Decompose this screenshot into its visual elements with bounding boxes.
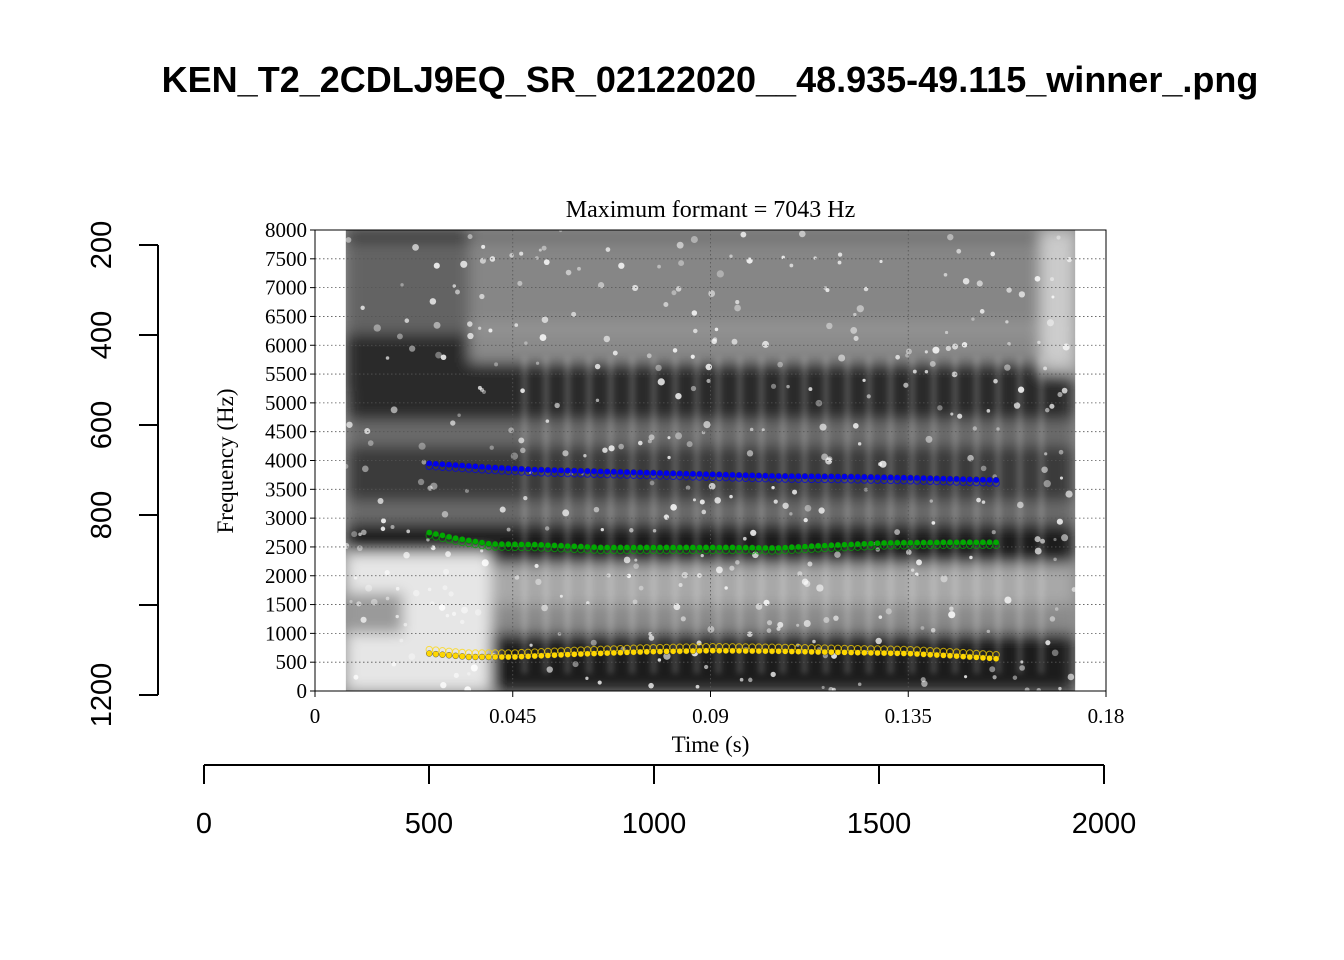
- x-tick-label: 0.18: [1088, 704, 1125, 728]
- formant-track-f2: [425, 529, 1000, 555]
- bottom-axis-tick-label: 500: [405, 808, 453, 840]
- figure-title: KEN_T2_2CDLJ9EQ_SR_02122020__48.935-49.1…: [162, 59, 1259, 100]
- formant-candidate-point: [992, 541, 1000, 550]
- y-tick-label: 5000: [265, 391, 307, 415]
- x-axis-label: Time (s): [672, 732, 750, 757]
- formant-track-f1: [425, 642, 1000, 662]
- formant-candidate-point: [992, 479, 1000, 487]
- bottom-axis-tick-label: 1500: [847, 808, 912, 840]
- y-tick-label: 0: [297, 679, 308, 703]
- outer-axes: 0 500 1000 1500 2000 200 400 600 800 1200: [86, 221, 1136, 840]
- y-tick-label: 6500: [265, 304, 307, 328]
- y-tick-label: 4000: [265, 449, 307, 473]
- formant-candidate-point: [992, 651, 1000, 659]
- x-tick-label: 0: [310, 704, 321, 728]
- y-axis-label: Frequency (Hz): [213, 389, 238, 534]
- formant-track-f3: [425, 460, 1000, 487]
- left-axis-tick-label: 200: [86, 221, 118, 269]
- y-tick-label: 4500: [265, 420, 307, 444]
- y-tick-label: 2000: [265, 564, 307, 588]
- y-tick-label: 500: [276, 650, 308, 674]
- inner-axes: 0 500 1000 1500 2000 2500 3000 3500 4000 4500 5000…: [213, 197, 1124, 757]
- x-tick-label: 0.045: [489, 704, 536, 728]
- y-tick-label: 3500: [265, 477, 307, 501]
- y-tick-label: 7000: [265, 276, 307, 300]
- bottom-axis-tick-label: 1000: [622, 808, 687, 840]
- y-tick-label: 1500: [265, 593, 307, 617]
- left-axis-tick-label: 400: [86, 311, 118, 359]
- left-axis-tick-label: 600: [86, 401, 118, 449]
- x-tick-label: 0.09: [692, 704, 729, 728]
- y-tick-label: 5500: [265, 362, 307, 386]
- bottom-axis-tick-label: 0: [196, 808, 212, 840]
- left-axis-tick-label: 1200: [86, 663, 118, 728]
- x-tick-label: 0.135: [885, 704, 932, 728]
- plot-subtitle: Maximum formant = 7043 Hz: [566, 197, 856, 223]
- bottom-axis-tick-label: 2000: [1072, 808, 1137, 840]
- left-axis-tick-label: 800: [86, 491, 118, 539]
- y-tick-label: 1000: [265, 621, 307, 645]
- y-tick-label: 6000: [265, 333, 307, 357]
- y-tick-label: 2500: [265, 535, 307, 559]
- formant-tracks: [425, 460, 1000, 662]
- y-tick-label: 3000: [265, 506, 307, 530]
- y-tick-label: 8000: [265, 218, 307, 242]
- y-tick-label: 7500: [265, 247, 307, 271]
